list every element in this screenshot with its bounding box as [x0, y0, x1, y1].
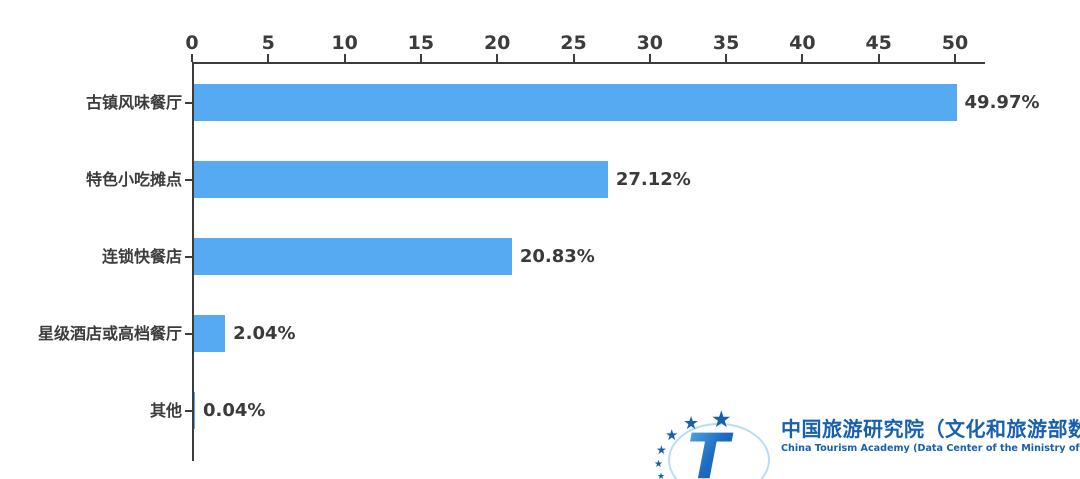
logo-subtitle-en: China Tourism Academy (Data Center of th…	[781, 443, 1080, 454]
category-label: 星级酒店或高档餐厅	[37, 324, 182, 343]
bar	[194, 161, 608, 198]
x-axis-tick-label: 30	[636, 32, 664, 54]
category-label: 特色小吃摊点	[85, 170, 182, 189]
value-label: 2.04%	[233, 323, 296, 344]
svg-text:★: ★	[711, 407, 732, 433]
bar	[194, 84, 957, 121]
x-axis-tick-label: 45	[865, 32, 892, 54]
category-tick	[185, 333, 192, 335]
logo-title-cn: 中国旅游研究院（文化和旅游部数据中心）	[781, 417, 1080, 441]
svg-text:★: ★	[655, 459, 663, 470]
category-tick	[185, 256, 192, 258]
x-axis-tick-label: 0	[185, 32, 199, 54]
x-axis-tick	[267, 54, 270, 62]
x-axis-tick-label: 25	[560, 32, 587, 54]
x-axis-tick	[191, 54, 193, 62]
x-axis-tick-label: 50	[941, 32, 969, 54]
value-label: 20.83%	[519, 246, 595, 267]
category-label: 古镇风味餐厅	[85, 93, 182, 112]
x-axis-tick-label: 5	[261, 32, 275, 54]
x-axis-tick-label: 40	[789, 32, 816, 54]
category-label: 连锁快餐店	[101, 247, 182, 266]
x-axis-tick-label: 20	[483, 32, 511, 54]
x-axis-tick-label: 10	[331, 32, 358, 54]
branding-logo: ★ ★ ★ ★ ★ ★ ★ T 中国旅游研究院（文化和旅游部数据中心） Chin…	[655, 406, 1080, 479]
x-axis-tick	[572, 54, 575, 62]
category-tick	[185, 410, 192, 412]
category-tick	[185, 179, 192, 181]
x-axis-tick	[343, 54, 346, 62]
bar	[194, 238, 512, 275]
x-axis-tick	[648, 54, 651, 62]
svg-text:★: ★	[665, 426, 678, 444]
category-label: 其他	[149, 401, 182, 420]
bar	[194, 392, 195, 429]
x-axis-tick-label: 35	[712, 32, 740, 54]
logo-text-block: 中国旅游研究院（文化和旅游部数据中心） China Tourism Academ…	[781, 418, 1080, 455]
x-axis-tick	[496, 54, 499, 62]
category-tick	[185, 102, 192, 104]
x-axis-tick-label: 15	[407, 32, 435, 54]
x-axis-line	[192, 62, 985, 64]
value-label: 49.97%	[964, 92, 1040, 113]
svg-text:★: ★	[657, 472, 665, 479]
value-label: 27.12%	[615, 169, 691, 190]
x-axis-tick	[725, 54, 728, 62]
y-axis-line	[192, 62, 194, 461]
x-axis-tick	[801, 54, 804, 62]
tourism-academy-logo-icon: ★ ★ ★ ★ ★ ★ ★ T	[655, 407, 770, 479]
x-axis-tick	[419, 54, 422, 62]
x-axis-tick	[954, 54, 956, 62]
svg-text:★: ★	[656, 443, 667, 457]
value-label: 0.04%	[203, 400, 266, 421]
svg-text:T: T	[687, 420, 734, 479]
svg-text:★: ★	[683, 413, 699, 434]
bar	[194, 315, 226, 352]
x-axis-tick	[877, 54, 880, 62]
